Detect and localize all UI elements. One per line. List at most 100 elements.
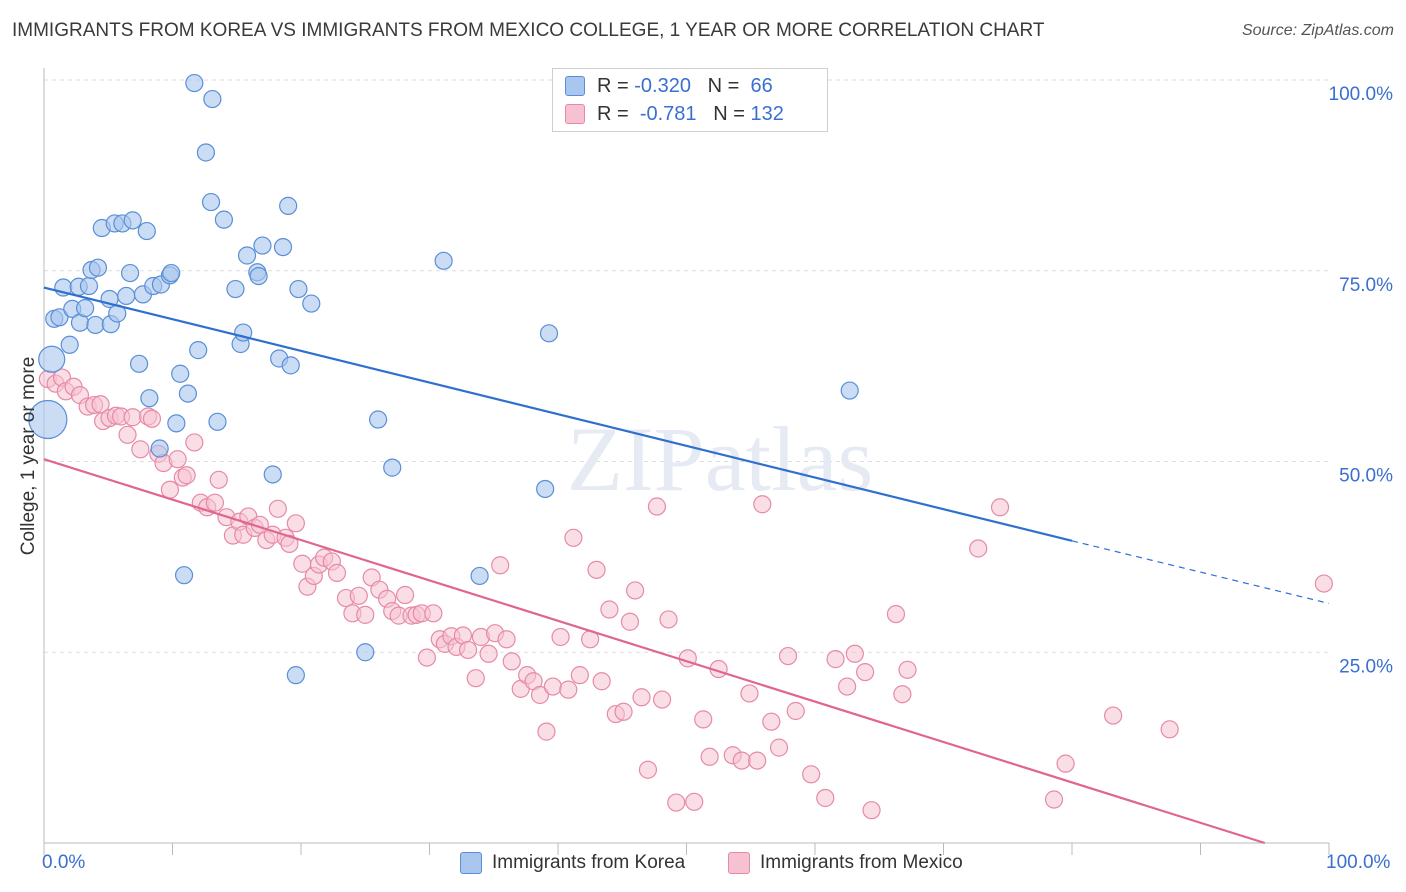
mexico-point <box>209 470 228 489</box>
x-tick-min: 0.0% <box>42 852 86 873</box>
mexico-point <box>177 466 196 485</box>
korea-trend-extension <box>1071 540 1330 605</box>
mexico-point <box>659 610 678 629</box>
mexico-point <box>1104 706 1123 725</box>
mexico-point <box>1056 754 1075 773</box>
mexico-point <box>160 480 180 499</box>
bottom-legend-mexico: Immigrants from Mexico <box>728 852 963 874</box>
korea-point <box>117 286 136 306</box>
mexico-point <box>559 680 578 699</box>
mexico-point <box>845 644 864 663</box>
korea-point <box>185 73 204 93</box>
mexico-point <box>893 685 912 704</box>
mexico-point <box>530 685 550 705</box>
mexico-point <box>168 450 187 469</box>
y-tick-label: 25.0% <box>1339 656 1393 677</box>
korea-point <box>237 246 257 265</box>
mexico-point <box>620 612 640 631</box>
series-mexico <box>38 368 1333 820</box>
mexico-point <box>205 493 225 512</box>
mexico-point <box>185 433 204 452</box>
mexico-point <box>700 747 719 766</box>
korea-point <box>356 643 375 662</box>
legend-row-korea: R = -0.320 N = 66 <box>565 73 773 99</box>
korea-point <box>840 381 859 400</box>
korea-point <box>120 263 140 283</box>
mexico-point <box>802 765 821 784</box>
korea-point <box>50 308 69 327</box>
mexico-point <box>268 499 287 518</box>
mexico-point <box>647 497 667 516</box>
korea-point <box>140 389 159 408</box>
mexico-point <box>762 712 781 731</box>
mexico-point <box>1044 790 1064 809</box>
korea-point <box>383 458 402 477</box>
korea-point <box>203 89 222 109</box>
mexico-point <box>570 666 589 685</box>
mexico-swatch <box>728 852 750 874</box>
legend-n-label: N = <box>707 74 740 97</box>
korea-point <box>86 315 105 335</box>
korea-point <box>302 294 321 313</box>
mexico-point <box>1160 720 1179 739</box>
mexico-point <box>356 605 375 624</box>
korea-point <box>171 364 190 383</box>
korea-point <box>189 341 208 360</box>
y-axis-label: College, 1 year or more <box>18 356 39 556</box>
y-tick-labels: 25.0% 50.0% 75.0% 100.0% <box>1329 84 1394 677</box>
korea-point <box>167 414 186 433</box>
korea-swatch <box>460 852 482 874</box>
mexico-point <box>786 701 805 721</box>
korea-point <box>226 279 245 299</box>
korea-point <box>174 566 194 585</box>
mexico-point <box>349 586 368 605</box>
mexico-point <box>667 793 686 812</box>
korea-point <box>263 465 282 484</box>
mexico-point <box>856 662 875 682</box>
y-tick-label: 75.0% <box>1339 275 1393 296</box>
legend-r-value: -0.320 <box>634 74 691 97</box>
mexico-point <box>118 425 137 444</box>
mexico-point <box>458 640 478 660</box>
korea-point <box>79 276 99 296</box>
mexico-point <box>537 722 556 741</box>
korea-point <box>38 345 66 373</box>
korea-point <box>150 439 169 458</box>
mexico-point <box>685 792 704 811</box>
mexico-point <box>551 627 570 647</box>
mexico-point <box>826 650 845 669</box>
korea-point <box>28 399 68 440</box>
korea-point <box>249 266 268 286</box>
legend-n-value: 132 <box>750 102 784 125</box>
y-tick-label: 100.0% <box>1329 84 1394 105</box>
korea-point <box>369 410 388 429</box>
mexico-point <box>131 440 150 459</box>
korea-point <box>162 263 181 283</box>
korea-point <box>434 251 453 270</box>
korea-point <box>281 356 300 375</box>
axes <box>43 68 1330 855</box>
mexico-point <box>632 688 651 707</box>
mexico-point <box>491 556 510 575</box>
mexico-point <box>990 498 1010 517</box>
mexico-point <box>753 495 772 514</box>
mexico-point <box>732 751 751 770</box>
mexico-point <box>652 690 672 709</box>
source-label: Source: ZipAtlas.com <box>1241 22 1394 39</box>
korea-point <box>273 237 293 257</box>
mexico-point <box>417 648 437 667</box>
korea-point <box>253 236 272 255</box>
mexico-point <box>740 684 759 703</box>
mexico-point <box>123 408 142 427</box>
mexico-point <box>395 585 415 605</box>
korea-point <box>129 354 149 373</box>
mexico-point <box>587 560 606 579</box>
korea-point <box>536 479 555 499</box>
korea-trend-line <box>43 286 1073 542</box>
mexico-point <box>969 539 988 558</box>
mexico-point <box>614 702 633 721</box>
bottom-legend-korea: Immigrants from Korea <box>460 852 685 874</box>
mexico-point <box>327 563 347 582</box>
mexico-point <box>592 672 611 691</box>
korea-point <box>123 211 142 230</box>
